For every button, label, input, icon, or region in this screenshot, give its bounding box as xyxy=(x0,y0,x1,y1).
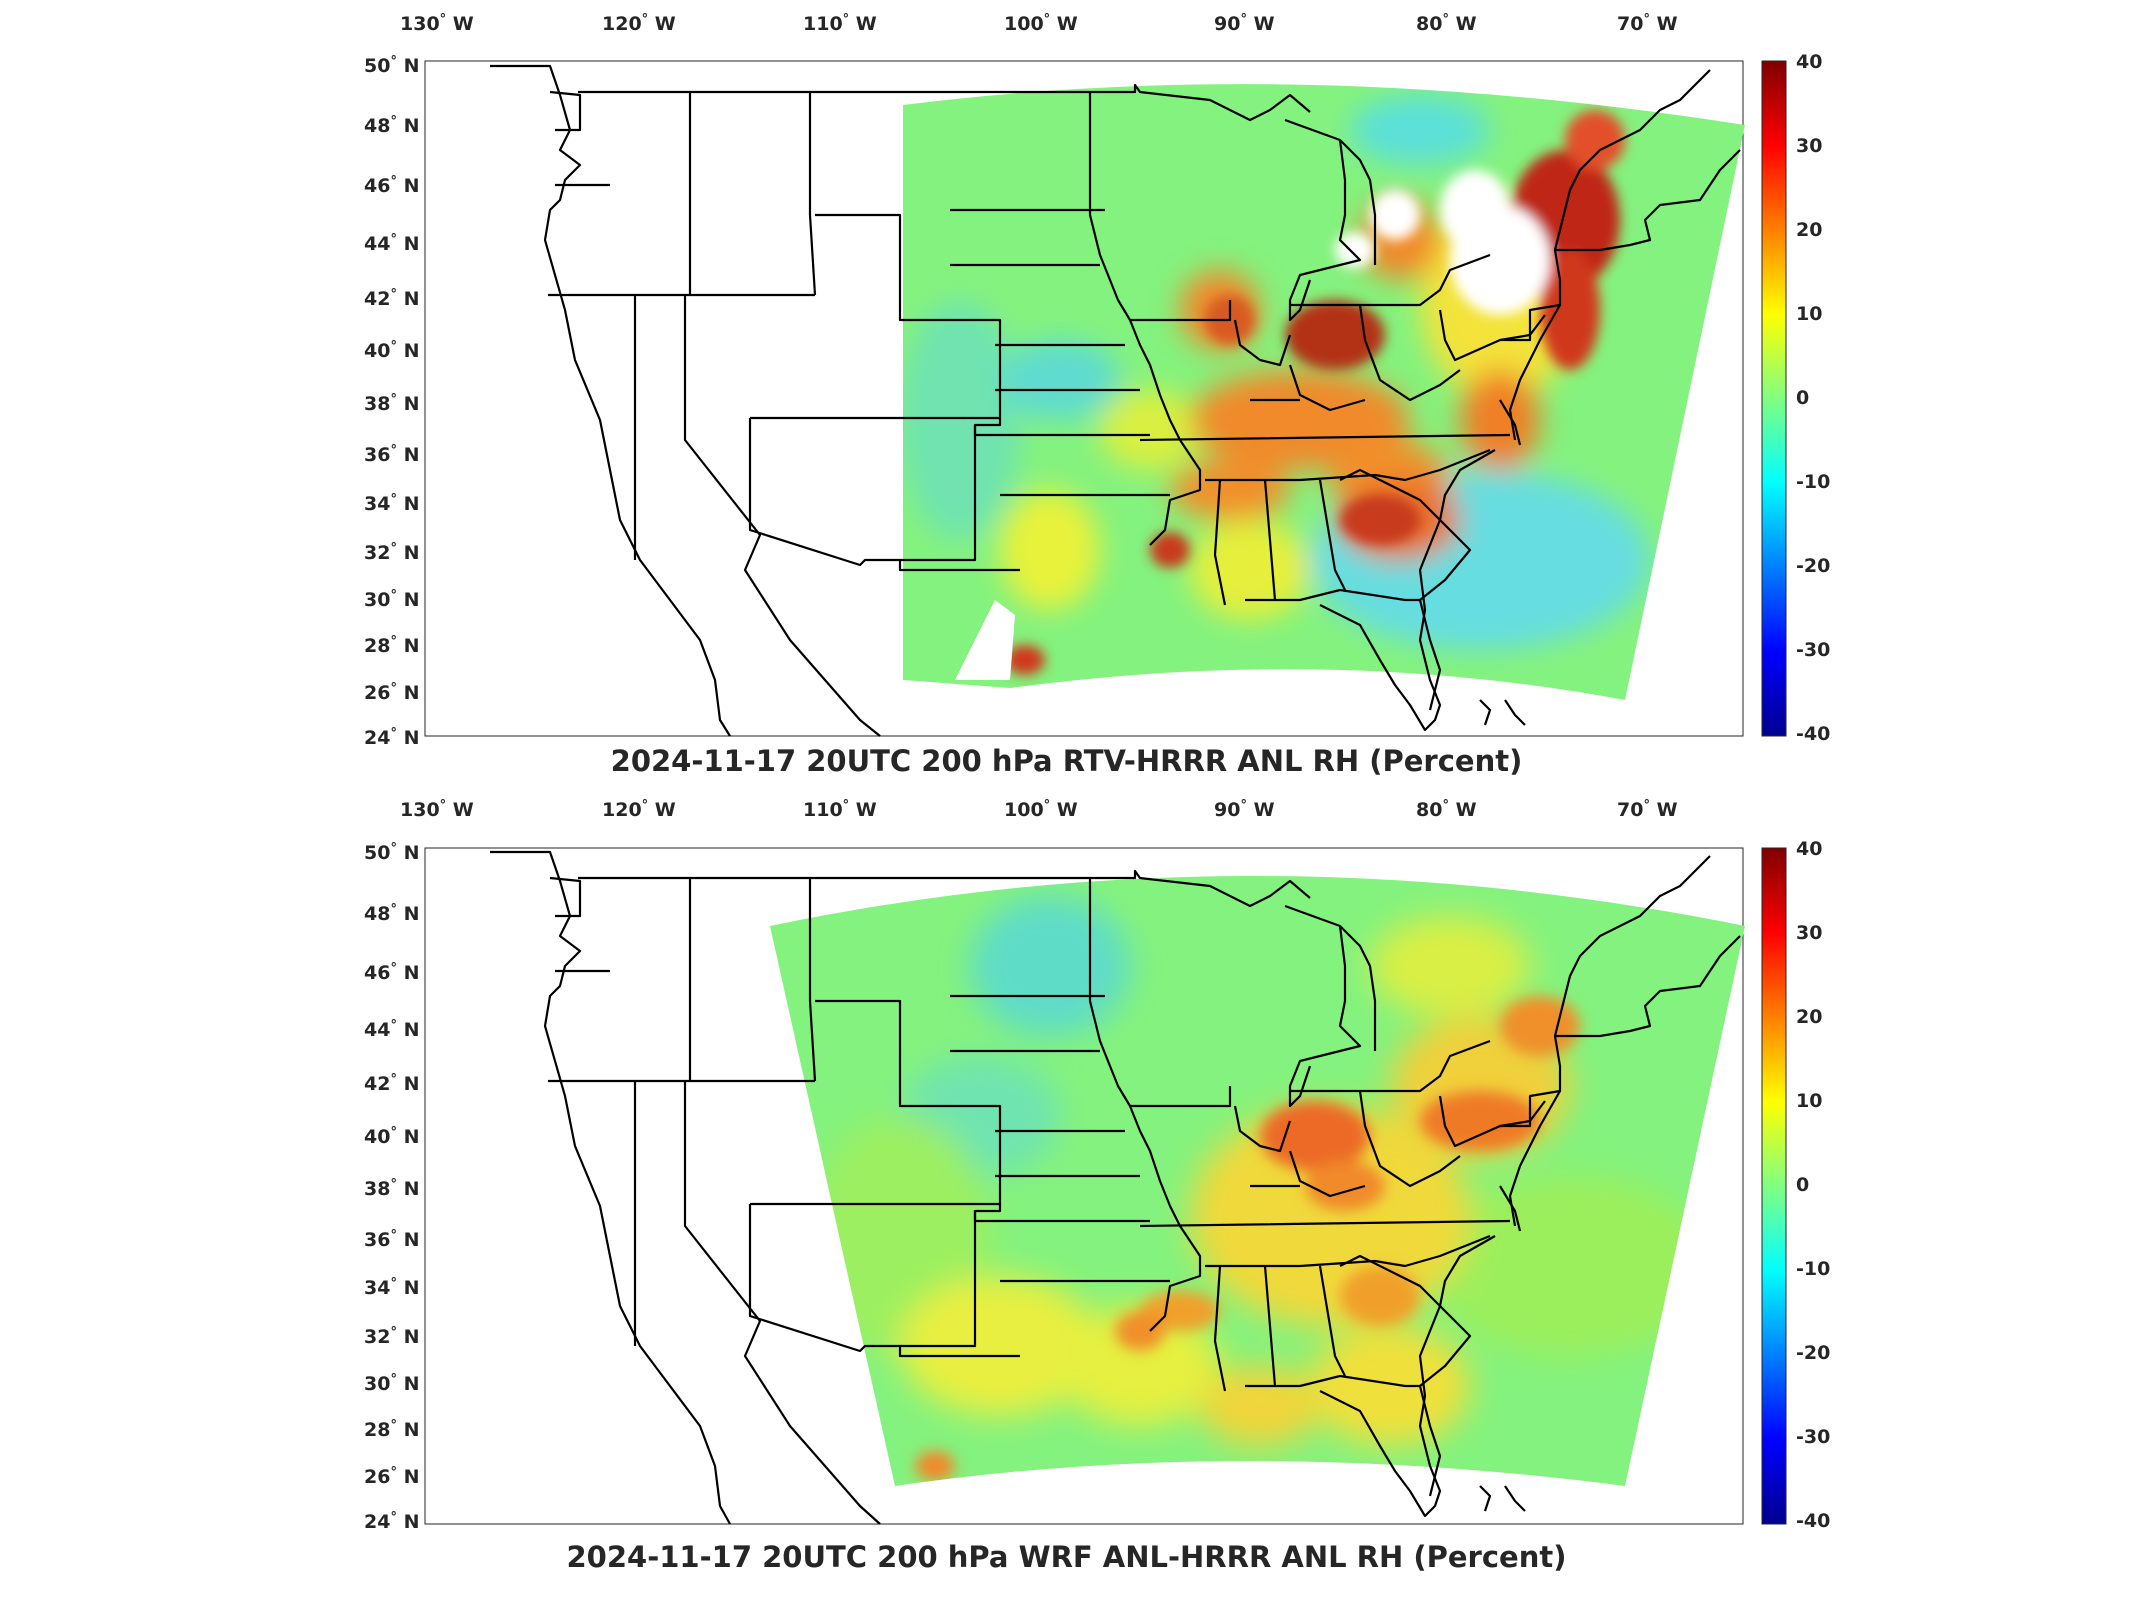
lat-tick-label: 32° N xyxy=(364,541,419,564)
colorbar-tick-label: 20 xyxy=(1796,1006,1822,1028)
lat-tick-label: 48° N xyxy=(364,902,419,925)
lat-tick-label: 24° N xyxy=(364,1510,419,1533)
lat-tick-label: 42° N xyxy=(364,1072,419,1095)
colorbar-tick-label: 30 xyxy=(1796,922,1822,944)
map-rtv-svg: 130° W 120° W 110° W 100° W 90° W 80° W … xyxy=(364,12,1830,749)
lat-tick-label: 34° N xyxy=(364,1276,419,1299)
colorbar-tick-label: 30 xyxy=(1796,135,1822,157)
colorbar-tick-label: 0 xyxy=(1796,1174,1809,1196)
lat-tick-label: 40° N xyxy=(364,1125,419,1148)
lon-tick-label: 80° W xyxy=(1416,12,1477,35)
colorbar-tick-label: 40 xyxy=(1796,51,1822,73)
lon-tick-label: 110° W xyxy=(803,12,877,35)
colorbar-tick-label: 10 xyxy=(1796,303,1822,325)
lat-tick-label: 44° N xyxy=(364,232,419,255)
lat-tick-label: 36° N xyxy=(364,443,419,466)
lon-tick-label: 110° W xyxy=(803,798,877,821)
lat-tick-label: 38° N xyxy=(364,1177,419,1200)
lon-tick-label: 120° W xyxy=(602,12,676,35)
map-wrf-svg: 130° W 120° W 110° W 100° W 90° W 80° W … xyxy=(364,798,1830,1533)
lat-tick-label: 40° N xyxy=(364,339,419,362)
lon-tick-label: 130° W xyxy=(400,798,474,821)
lat-tick-label: 24° N xyxy=(364,726,419,749)
lon-tick-label: 130° W xyxy=(400,12,474,35)
map-panel-rtv: 130° W 120° W 110° W 100° W 90° W 80° W … xyxy=(364,12,1830,778)
lat-tick-label: 34° N xyxy=(364,492,419,515)
colorbar-tick-label: 0 xyxy=(1796,387,1809,409)
lat-tick-labels: 50° N 48° N 46° N 44° N 42° N 40° N 38° … xyxy=(364,841,419,1533)
lat-tick-label: 48° N xyxy=(364,114,419,137)
colorbar-tick-label: -10 xyxy=(1796,471,1830,493)
lat-tick-label: 26° N xyxy=(364,681,419,704)
colorbar-gradient xyxy=(1761,847,1787,1525)
lon-tick-label: 80° W xyxy=(1416,798,1477,821)
lon-tick-label: 90° W xyxy=(1214,12,1275,35)
colorbar-tick-label: 10 xyxy=(1796,1090,1822,1112)
colorbar-tick-label: -40 xyxy=(1796,723,1830,745)
colorbar-ticks: 40 30 20 10 0 -10 -20 -30 -40 xyxy=(1796,838,1830,1532)
lat-tick-label: 36° N xyxy=(364,1228,419,1251)
rh-difference-field xyxy=(903,84,1745,700)
lat-tick-labels: 50° N 48° N 46° N 44° N 42° N 40° N 38° … xyxy=(364,54,419,749)
colorbar-ticks: 40 30 20 10 0 -10 -20 -30 -40 xyxy=(1796,51,1830,745)
colorbar-tick-label: 40 xyxy=(1796,838,1822,860)
lat-tick-label: 30° N xyxy=(364,1372,419,1395)
lon-tick-label: 70° W xyxy=(1617,798,1678,821)
lat-tick-label: 38° N xyxy=(364,392,419,415)
lat-tick-label: 50° N xyxy=(364,54,419,77)
colorbar-gradient xyxy=(1761,60,1787,737)
map-panel-wrf: 130° W 120° W 110° W 100° W 90° W 80° W … xyxy=(0,786,2133,1600)
rh-difference-field xyxy=(770,876,1745,1486)
colorbar-tick-label: -20 xyxy=(1796,1342,1830,1364)
lat-tick-label: 46° N xyxy=(364,961,419,984)
lon-tick-label: 100° W xyxy=(1004,798,1078,821)
lon-tick-labels: 130° W 120° W 110° W 100° W 90° W 80° W … xyxy=(400,798,1678,821)
coastlines-and-borders xyxy=(490,850,1741,1525)
colorbar-tick-label: 20 xyxy=(1796,219,1822,241)
colorbar-tick-label: -30 xyxy=(1796,1426,1830,1448)
panel-title: 2024-11-17 20UTC 200 hPa WRF ANL-HRRR AN… xyxy=(566,1540,1567,1574)
lon-tick-label: 70° W xyxy=(1617,12,1678,35)
lat-tick-label: 50° N xyxy=(364,841,419,864)
colorbar-tick-label: -10 xyxy=(1796,1258,1830,1280)
lat-tick-label: 26° N xyxy=(364,1465,419,1488)
colorbar: 40 30 20 10 0 -10 -20 -30 -40 xyxy=(1761,838,1830,1532)
lat-tick-label: 28° N xyxy=(364,1418,419,1441)
lon-tick-label: 90° W xyxy=(1214,798,1275,821)
panel-title: 2024-11-17 20UTC 200 hPa RTV-HRRR ANL RH… xyxy=(610,744,1523,778)
lon-tick-labels: 130° W 120° W 110° W 100° W 90° W 80° W … xyxy=(400,12,1678,35)
colorbar-tick-label: -20 xyxy=(1796,555,1830,577)
lat-tick-label: 30° N xyxy=(364,588,419,611)
coastlines-and-borders xyxy=(490,64,1741,737)
colorbar-tick-label: -40 xyxy=(1796,1510,1830,1532)
lat-tick-label: 32° N xyxy=(364,1325,419,1348)
lat-tick-label: 46° N xyxy=(364,174,419,197)
lat-tick-label: 28° N xyxy=(364,634,419,657)
lat-tick-label: 44° N xyxy=(364,1018,419,1041)
colorbar: 40 30 20 10 0 -10 -20 -30 -40 xyxy=(1761,51,1830,745)
lon-tick-label: 100° W xyxy=(1004,12,1078,35)
lon-tick-label: 120° W xyxy=(602,798,676,821)
colorbar-tick-label: -30 xyxy=(1796,639,1830,661)
lat-tick-label: 42° N xyxy=(364,287,419,310)
